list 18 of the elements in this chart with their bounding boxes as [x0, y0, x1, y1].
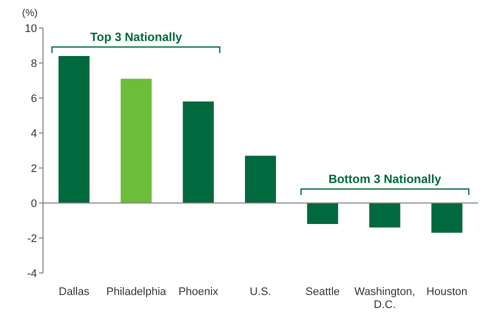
x-tick-label: Seattle: [306, 286, 340, 298]
x-tick-label: Phoenix: [178, 286, 219, 298]
x-tick-label: Washington, D.C.: [354, 286, 416, 312]
x-tick-label: Dallas: [58, 286, 90, 298]
y-tick-label: 6: [30, 92, 37, 105]
y-tick-label: -2: [27, 232, 37, 245]
annotation: Top 3 Nationally: [89, 30, 184, 44]
y-tick-label: 10: [24, 22, 37, 35]
annotation: Bottom 3 Nationally: [327, 172, 442, 186]
y-tick-label: 8: [30, 58, 37, 70]
x-tick-label: Philadelphia: [106, 286, 168, 298]
x-tick-label: U.S.: [250, 286, 272, 298]
y-tick-label: 2: [30, 162, 37, 175]
y-tick-label: -4: [27, 268, 37, 280]
y-tick-label: 4: [30, 128, 37, 140]
y-axis-title: (%): [22, 8, 38, 19]
x-tick-label: Houston: [426, 286, 468, 298]
y-tick-label: 0: [30, 198, 37, 210]
